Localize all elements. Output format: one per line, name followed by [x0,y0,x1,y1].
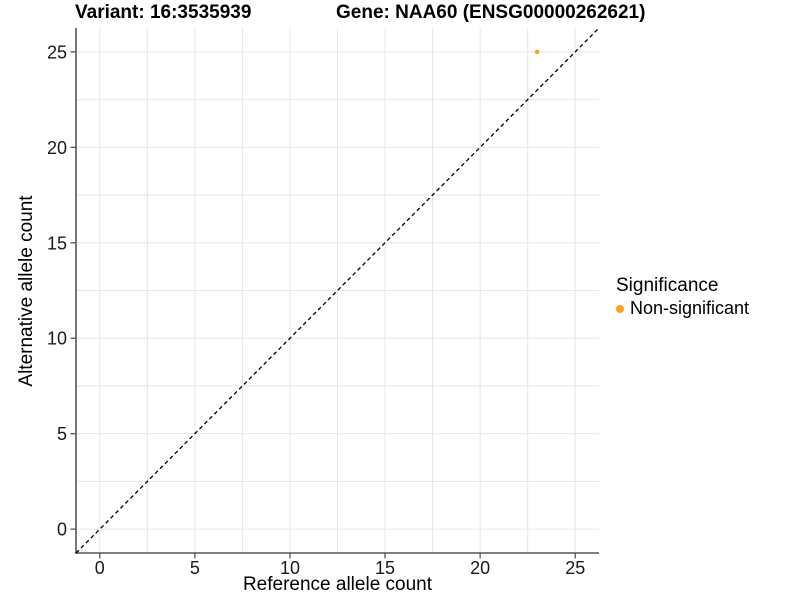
axis-tick-labels: 0 5 10 15 20 25 0 5 10 15 20 25 [47,42,585,578]
non-significant-point-icon [616,304,624,313]
y-tick-label: 25 [47,42,67,62]
legend: Significance Non-significant [616,274,749,319]
legend-item-label: Non-significant [630,298,750,318]
x-axis-label: Reference allele count [242,574,433,595]
legend-title: Significance [616,275,719,296]
gene-title: Gene: NAA60 (ENSG00000262621) [336,2,646,23]
y-tick-label: 10 [47,329,67,349]
x-tick-label: 20 [470,558,490,578]
data-point [534,49,540,55]
y-tick-label: 20 [47,138,67,158]
x-tick-label: 5 [190,558,200,578]
identity-line [75,27,600,554]
identity-line-group [75,27,600,554]
y-tick-label: 15 [47,233,67,253]
x-tick-label: 15 [375,558,395,578]
y-axis-label: Alternative allele count [16,195,37,387]
x-tick-label: 0 [95,558,105,578]
axis-tick-marks [70,51,576,559]
y-tick-label: 0 [57,520,67,540]
panel-gridlines [76,28,599,553]
data-points-group [534,49,540,55]
axis-lines [75,28,599,554]
y-tick-label: 5 [57,424,67,444]
x-tick-label: 25 [565,558,585,578]
legend-item-non-significant: Non-significant [616,298,749,319]
x-tick-label: 10 [280,558,300,578]
variant-title: Variant: 16:3535939 [75,2,252,23]
